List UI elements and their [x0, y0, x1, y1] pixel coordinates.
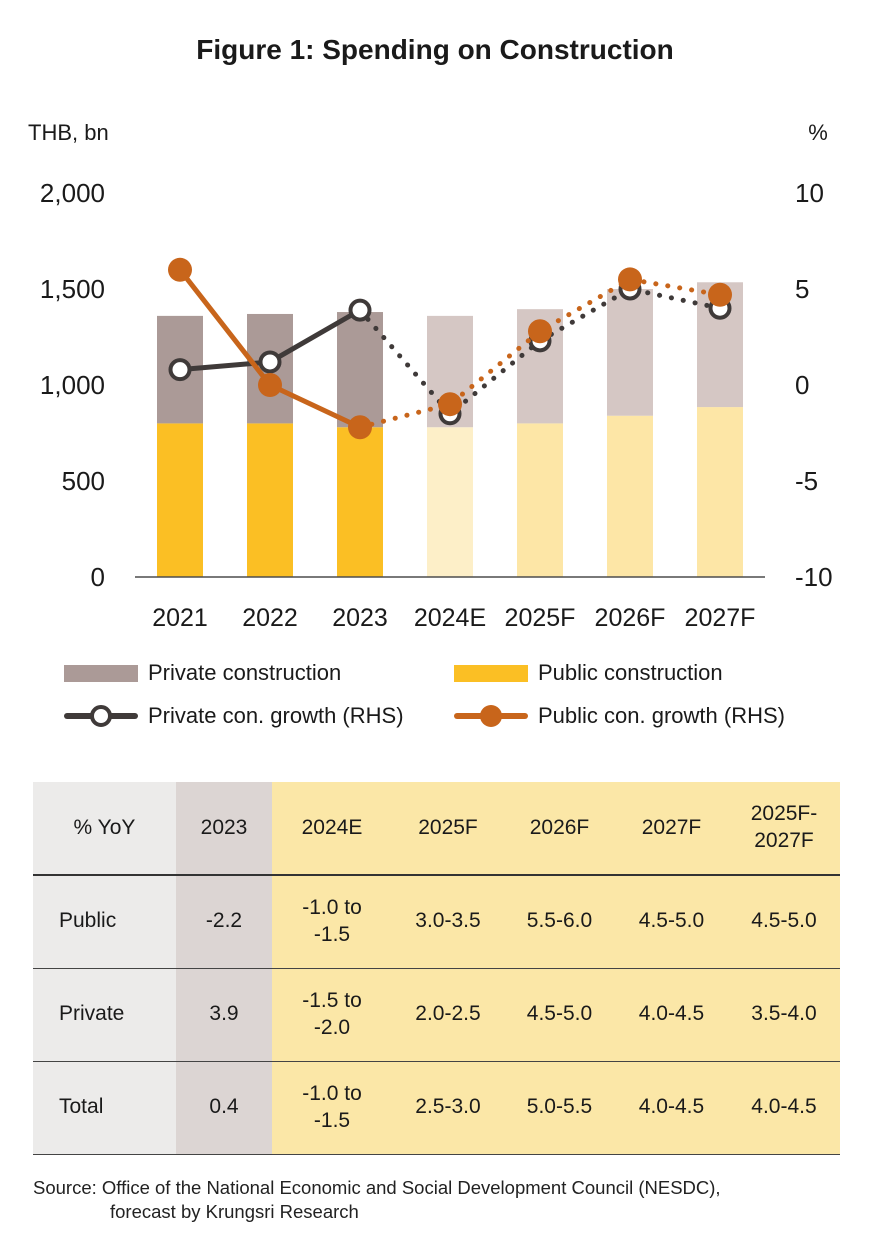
bar-public-construction-2022: [247, 423, 293, 577]
table-row: Private 3.9 -1.5 to -2.0 2.0-2.5 4.5-5.0…: [33, 968, 840, 1062]
table-header-cell: 2026F: [504, 782, 615, 876]
table-cell: 3.5-4.0: [728, 968, 840, 1062]
left-axis-tick-label: 1,000: [40, 370, 105, 400]
legend-swatch-public-growth: [454, 704, 528, 728]
yoy-table: % YoY 2023 2024E 2025F 2026F 2027F 2025F…: [33, 782, 840, 1155]
left-axis-tick-label: 2,000: [40, 178, 105, 208]
point-private-con-growth-rhs-2022: [258, 350, 282, 374]
table-row: Total 0.4 -1.0 to -1.5 2.5-3.0 5.0-5.5 4…: [33, 1061, 840, 1155]
table-cell: -1.0 to -1.5: [272, 1061, 392, 1155]
legend-label-private-construction: Private construction: [148, 660, 342, 685]
point-public-con-growth-rhs-2026f: [618, 267, 642, 292]
x-axis-tick-label: 2024E: [414, 604, 486, 632]
legend-swatch-public-construction: [454, 664, 528, 682]
legend-swatch-private-growth: [64, 704, 138, 728]
source-line-2: forecast by Krungsri Research: [110, 1201, 359, 1222]
table-row-label: Private: [33, 968, 176, 1062]
table-cell: 4.5-5.0: [615, 875, 728, 969]
chart-title: Figure 1: Spending on Construction: [196, 34, 674, 65]
source-line-1: Source: Office of the National Economic …: [33, 1177, 721, 1198]
left-axis-tick-label: 1,500: [40, 274, 105, 304]
table-cell: 4.5-5.0: [728, 875, 840, 969]
source-note: Source: Office of the National Economic …: [33, 1176, 721, 1224]
table-header-cell: % YoY: [33, 782, 176, 876]
table-cell: 0.4: [176, 1061, 272, 1155]
table-cell: -1.0 to -1.5: [272, 875, 392, 969]
table-cell: 2.0-2.5: [392, 968, 504, 1062]
bar-public-construction-2023: [337, 427, 383, 577]
right-axis-tick-label: -10: [795, 562, 833, 592]
table-row: Public -2.2 -1.0 to -1.5 3.0-3.5 5.5-6.0…: [33, 875, 840, 969]
table-header-cell: 2025F: [392, 782, 504, 876]
legend-item-public-growth: Public con. growth (RHS): [454, 703, 785, 729]
point-public-con-growth-rhs-2022: [258, 373, 282, 397]
bar-public-construction-2026f: [607, 415, 653, 577]
bar-public-construction-2024e: [427, 427, 473, 577]
point-private-con-growth-rhs-2023: [348, 298, 372, 322]
table-header-cell: 2024E: [272, 782, 392, 876]
legend-label-private-growth: Private con. growth (RHS): [148, 703, 404, 728]
bar-public-construction-2027f: [697, 407, 743, 577]
point-public-con-growth-rhs-2025f: [528, 319, 552, 344]
point-public-con-growth-rhs-2027f: [708, 282, 732, 307]
table-header-cell: 2025F- 2027F: [728, 782, 840, 876]
x-axis-tick-label: 2026F: [595, 604, 666, 632]
legend-item-private-construction: Private construction: [64, 660, 341, 686]
point-public-con-growth-rhs-2021: [168, 257, 192, 282]
bar-public-construction-2021: [157, 423, 203, 577]
point-public-con-growth-rhs-2023: [348, 415, 372, 440]
table-row-label: Public: [33, 875, 176, 969]
legend-item-public-construction: Public construction: [454, 660, 723, 686]
right-axis-tick-label: 10: [795, 178, 824, 208]
x-axis-tick-label: 2022: [242, 604, 298, 632]
table-cell: -2.2: [176, 875, 272, 969]
x-axis-tick-label: 2021: [152, 604, 208, 632]
left-axis-title: THB, bn: [28, 120, 109, 145]
legend-swatch-private-construction: [64, 664, 138, 682]
table-cell: 4.0-4.5: [728, 1061, 840, 1155]
bar-private-construction-2023: [337, 312, 383, 428]
table-cell: 3.0-3.5: [392, 875, 504, 969]
left-axis-tick-label: 500: [62, 466, 105, 496]
right-axis-title: %: [808, 120, 828, 145]
table-cell: 4.5-5.0: [504, 968, 615, 1062]
bar-public-construction-2025f: [517, 423, 563, 577]
x-axis-tick-label: 2023: [332, 604, 388, 632]
point-private-con-growth-rhs-2021: [168, 358, 192, 382]
table-header-cell: 2027F: [615, 782, 728, 876]
table-cell: 4.0-4.5: [615, 968, 728, 1062]
right-axis-tick-label: -5: [795, 466, 818, 496]
chart-plot: 2,000 1,500 1,000 500 0 10 5 0 -5 -10 THB, bn % 2021…: [28, 120, 833, 632]
table-cell: 3.9: [176, 968, 272, 1062]
bar-private-construction-2026f: [607, 289, 653, 416]
table-cell: 5.5-6.0: [504, 875, 615, 969]
x-axis-tick-label: 2027F: [685, 604, 756, 632]
right-axis-tick-label: 5: [795, 274, 809, 304]
table-cell: -1.5 to -2.0: [272, 968, 392, 1062]
table-cell: 5.0-5.5: [504, 1061, 615, 1155]
table-header-cell: 2023: [176, 782, 272, 876]
legend-label-public-growth: Public con. growth (RHS): [538, 703, 785, 728]
line-public-con-growth-rhs-forecast: [357, 276, 723, 430]
legend-label-public-construction: Public construction: [538, 660, 723, 685]
table-cell: 4.0-4.5: [615, 1061, 728, 1155]
table-row-label: Total: [33, 1061, 176, 1155]
table-cell: 2.5-3.0: [392, 1061, 504, 1155]
x-axis-tick-label: 2025F: [505, 604, 576, 632]
right-axis-tick-label: 0: [795, 370, 809, 400]
point-public-con-growth-rhs-2024e: [438, 392, 462, 417]
table-header-row: % YoY 2023 2024E 2025F 2026F 2027F 2025F…: [33, 782, 840, 876]
legend-item-private-growth: Private con. growth (RHS): [64, 703, 404, 729]
left-axis-tick-label: 0: [91, 562, 105, 592]
